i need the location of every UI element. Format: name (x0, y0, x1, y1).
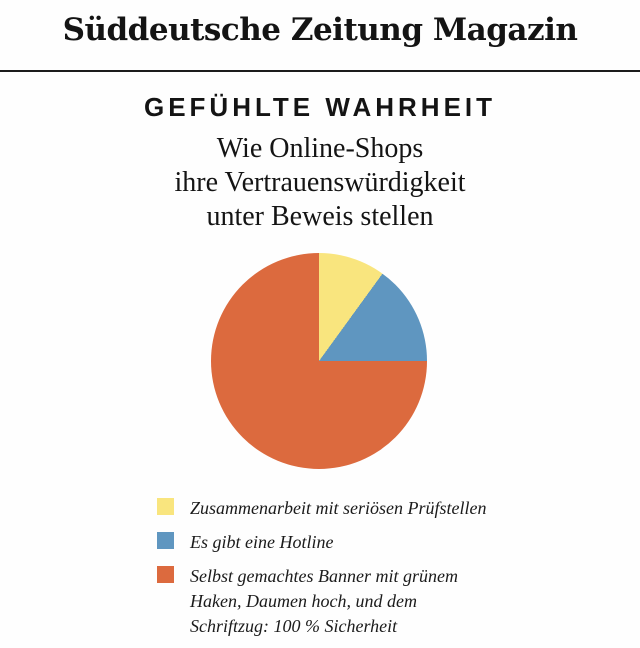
subtitle-line-3: unter Beweis stellen (206, 201, 434, 232)
legend-label: Selbst gemachtes Banner mit grünem Haken… (190, 566, 458, 636)
legend-label: Zusammenarbeit mit seriösen Prüfstellen (190, 498, 487, 518)
legend-swatch-yellow (157, 498, 174, 515)
chart-legend: Zusammenarbeit mit seriösen Prüfstellen … (157, 496, 517, 648)
legend-swatch-blue (157, 532, 174, 549)
page-title: GEFÜHLTE WAHRHEIT (143, 92, 497, 122)
legend-label: Es gibt eine Hotline (190, 532, 334, 552)
chart-subtitle: Wie Online-Shops ihre Vertrauenswürdigke… (0, 132, 640, 234)
legend-item: Zusammenarbeit mit seriösen Prüfstellen (157, 496, 517, 521)
subtitle-line-2: ihre Vertrauenswürdigkeit (174, 167, 466, 198)
subtitle-line-1: Wie Online-Shops (216, 133, 424, 164)
legend-item: Selbst gemachtes Banner mit grünem Haken… (157, 564, 517, 639)
pie-chart (211, 253, 427, 469)
magazine-logo: Süddeutsche Zeitung Magazin (62, 12, 578, 48)
masthead-divider (0, 70, 640, 72)
legend-swatch-orange (157, 566, 174, 583)
legend-item: Es gibt eine Hotline (157, 530, 517, 555)
masthead: Süddeutsche Zeitung Magazin (0, 0, 640, 48)
